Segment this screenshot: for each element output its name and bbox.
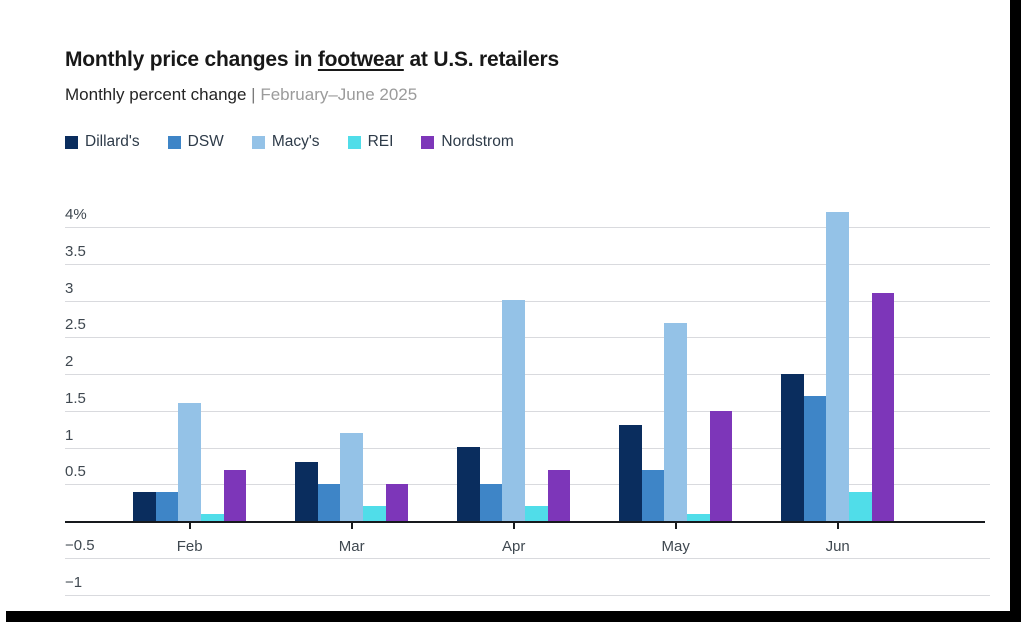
x-tick-mark xyxy=(350,523,353,529)
bar-nordstrom-jun xyxy=(871,293,895,521)
legend-item-dsw: DSW xyxy=(167,133,224,151)
x-tick-label-may: May xyxy=(661,538,690,555)
x-tick-label-feb: Feb xyxy=(176,538,203,555)
bar-macys-jun xyxy=(826,212,850,521)
bar-macys-feb xyxy=(178,403,202,521)
legend-item-nordstrom: Nordstrom xyxy=(421,133,514,151)
bar-dillards-may xyxy=(618,425,642,521)
y-tick-label: 3 xyxy=(65,280,74,297)
legend-label: Dillard's xyxy=(85,133,140,150)
bar-dsw-jun xyxy=(803,396,827,521)
y-tick-label: 1 xyxy=(65,427,74,444)
chart-title-prefix: Monthly price changes in xyxy=(65,48,318,71)
legend-swatch-icon xyxy=(421,135,435,149)
bar-dillards-jun xyxy=(780,374,804,521)
bar-nordstrom-apr xyxy=(547,470,571,521)
legend: Dillard's DSW Macy's REI Nordstrom xyxy=(65,133,514,151)
bar-dsw-apr xyxy=(479,484,503,521)
y-tick-label: 2 xyxy=(65,353,74,370)
legend-label: Macy's xyxy=(271,133,320,150)
bar-rei-jun xyxy=(849,492,872,521)
x-tick-label-apr: Apr xyxy=(502,538,526,555)
legend-label: DSW xyxy=(187,133,224,150)
x-tick-label-mar: Mar xyxy=(338,538,365,555)
bar-nordstrom-mar xyxy=(385,484,409,521)
x-axis-baseline xyxy=(65,521,985,523)
chart-subtitle-measure: Monthly percent change xyxy=(65,85,247,104)
bar-rei-feb xyxy=(201,514,224,521)
legend-item-macys: Macy's xyxy=(251,133,320,151)
bar-dsw-mar xyxy=(317,484,341,521)
chart-title: Monthly price changes in footwear at U.S… xyxy=(65,48,559,72)
chart-subtitle-separator: | xyxy=(246,85,261,104)
bar-dillards-apr xyxy=(456,447,480,521)
chart-subtitle-daterange: February–June 2025 xyxy=(260,85,418,104)
bar-dsw-may xyxy=(641,470,665,521)
bar-rei-may xyxy=(687,514,710,521)
x-tick-label-jun: Jun xyxy=(825,538,850,555)
x-tick-mark xyxy=(512,523,515,529)
frame-bottom-border xyxy=(6,611,1021,622)
y-tick-label: 1.5 xyxy=(65,390,86,407)
chart-subtitle: Monthly percent change | February–June 2… xyxy=(65,85,417,105)
legend-item-dillards: Dillard's xyxy=(65,133,140,151)
gridline xyxy=(65,337,990,338)
x-tick-mark xyxy=(188,523,191,529)
y-tick-label: −1 xyxy=(65,574,83,591)
gridline xyxy=(65,374,990,375)
chart-title-suffix: at U.S. retailers xyxy=(403,48,559,71)
gridline xyxy=(65,264,990,265)
bar-nordstrom-feb xyxy=(223,470,247,521)
legend-label: Nordstrom xyxy=(441,133,514,150)
bar-macys-apr xyxy=(502,300,526,521)
bar-macys-may xyxy=(664,323,688,521)
x-tick-mark xyxy=(674,523,677,529)
bar-macys-mar xyxy=(340,433,364,521)
x-tick-mark xyxy=(836,523,839,529)
legend-swatch-icon xyxy=(65,135,78,149)
gridline xyxy=(65,558,990,559)
y-tick-label: 3.5 xyxy=(65,243,86,260)
bar-dillards-mar xyxy=(294,462,318,521)
gridline xyxy=(65,301,990,302)
gridline xyxy=(65,484,990,485)
legend-swatch-icon xyxy=(347,135,361,149)
y-tick-label: 4% xyxy=(65,206,87,223)
y-tick-label: 2.5 xyxy=(65,316,86,333)
gridline xyxy=(65,227,990,228)
y-tick-label: −0.5 xyxy=(65,537,95,554)
chart-title-underlined-word: footwear xyxy=(317,48,404,71)
legend-swatch-icon xyxy=(251,135,265,149)
bar-rei-apr xyxy=(525,506,548,521)
bar-dillards-feb xyxy=(132,492,156,521)
bar-rei-mar xyxy=(363,506,386,521)
bar-dsw-feb xyxy=(155,492,179,521)
legend-item-rei: REI xyxy=(347,133,394,151)
gridline xyxy=(65,448,990,449)
legend-label: REI xyxy=(367,133,394,150)
gridline xyxy=(65,595,990,596)
legend-swatch-icon xyxy=(167,135,181,149)
bar-nordstrom-may xyxy=(709,411,733,521)
gridline xyxy=(65,411,990,412)
frame-right-border xyxy=(1010,0,1021,622)
y-tick-label: 0.5 xyxy=(65,463,86,480)
